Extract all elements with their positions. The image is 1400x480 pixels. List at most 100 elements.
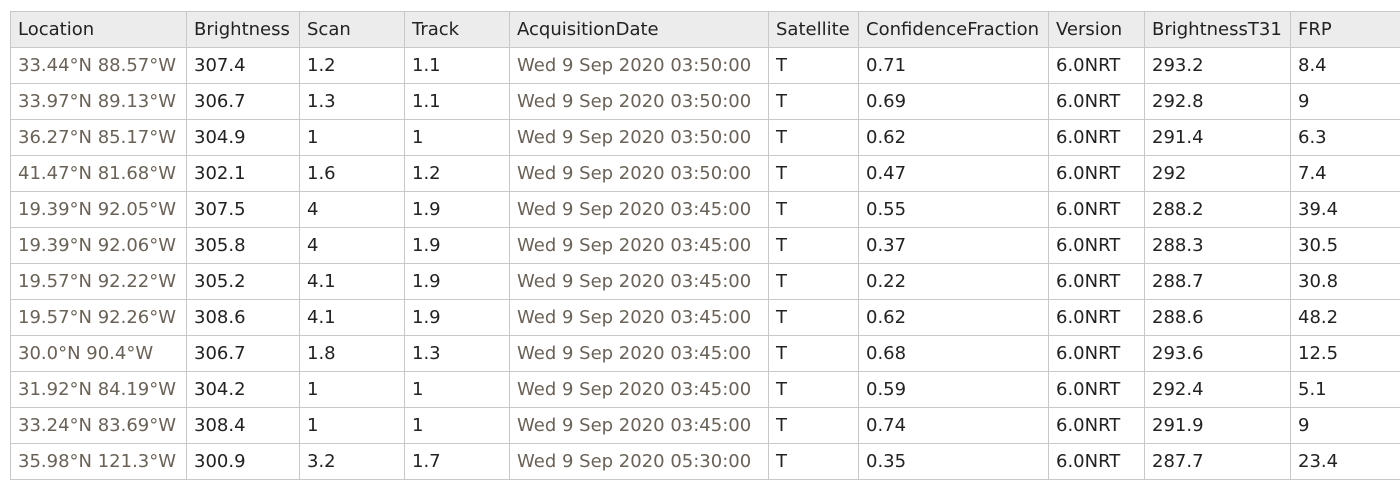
column-header-satellite[interactable]: Satellite [769,12,859,48]
confidence-fraction-cell: 0.62 [859,120,1049,156]
column-header-brightness-t31[interactable]: BrightnessT31 [1145,12,1291,48]
confidence-fraction-cell: 0.55 [859,192,1049,228]
column-header-location[interactable]: Location [11,12,187,48]
version-cell: 6.0NRT [1049,120,1145,156]
frp-cell: 23.4 [1291,444,1400,480]
frp-cell: 6.3 [1291,120,1400,156]
brightness-t31-cell: 291.4 [1145,120,1291,156]
acquisition-date-cell: Wed 9 Sep 2020 03:45:00 [510,408,769,444]
brightness-t31-cell: 288.6 [1145,300,1291,336]
track-cell: 1.2 [405,156,510,192]
track-cell: 1.1 [405,84,510,120]
brightness-cell: 308.6 [187,300,300,336]
track-cell: 1.9 [405,264,510,300]
version-cell: 6.0NRT [1049,84,1145,120]
scan-cell: 1 [300,408,405,444]
location-cell: 36.27°N 85.17°W [11,120,187,156]
satellite-cell: T [769,444,859,480]
brightness-t31-cell: 292.4 [1145,372,1291,408]
acquisition-date-cell: Wed 9 Sep 2020 03:50:00 [510,84,769,120]
scan-cell: 1 [300,120,405,156]
scan-cell: 4 [300,228,405,264]
frp-cell: 39.4 [1291,192,1400,228]
brightness-cell: 307.4 [187,48,300,84]
location-cell: 31.92°N 84.19°W [11,372,187,408]
track-cell: 1.7 [405,444,510,480]
brightness-cell: 302.1 [187,156,300,192]
column-header-brightness[interactable]: Brightness [187,12,300,48]
acquisition-date-cell: Wed 9 Sep 2020 03:45:00 [510,192,769,228]
column-header-scan[interactable]: Scan [300,12,405,48]
version-cell: 6.0NRT [1049,336,1145,372]
satellite-cell: T [769,336,859,372]
brightness-t31-cell: 292 [1145,156,1291,192]
location-cell: 19.57°N 92.26°W [11,300,187,336]
confidence-fraction-cell: 0.59 [859,372,1049,408]
acquisition-date-cell: Wed 9 Sep 2020 03:45:00 [510,336,769,372]
brightness-cell: 304.9 [187,120,300,156]
location-cell: 33.24°N 83.69°W [11,408,187,444]
location-cell: 41.47°N 81.68°W [11,156,187,192]
frp-cell: 48.2 [1291,300,1400,336]
brightness-cell: 305.2 [187,264,300,300]
track-cell: 1.3 [405,336,510,372]
brightness-cell: 306.7 [187,84,300,120]
frp-cell: 5.1 [1291,372,1400,408]
scan-cell: 1.2 [300,48,405,84]
brightness-t31-cell: 291.9 [1145,408,1291,444]
frp-cell: 30.5 [1291,228,1400,264]
column-header-confidence-fraction[interactable]: ConfidenceFraction [859,12,1049,48]
brightness-t31-cell: 288.2 [1145,192,1291,228]
location-cell: 19.39°N 92.06°W [11,228,187,264]
column-header-frp[interactable]: FRP [1291,12,1400,48]
location-cell: 35.98°N 121.3°W [11,444,187,480]
brightness-t31-cell: 287.7 [1145,444,1291,480]
location-cell: 33.97°N 89.13°W [11,84,187,120]
acquisition-date-cell: Wed 9 Sep 2020 03:50:00 [510,156,769,192]
brightness-cell: 300.9 [187,444,300,480]
column-header-version[interactable]: Version [1049,12,1145,48]
brightness-cell: 308.4 [187,408,300,444]
acquisition-date-cell: Wed 9 Sep 2020 03:50:00 [510,48,769,84]
fire-data-table: Location Brightness Scan Track Acquisiti… [10,11,1400,480]
brightness-cell: 304.2 [187,372,300,408]
satellite-cell: T [769,192,859,228]
version-cell: 6.0NRT [1049,192,1145,228]
brightness-cell: 305.8 [187,228,300,264]
column-header-track[interactable]: Track [405,12,510,48]
acquisition-date-cell: Wed 9 Sep 2020 03:50:00 [510,120,769,156]
version-cell: 6.0NRT [1049,264,1145,300]
version-cell: 6.0NRT [1049,300,1145,336]
scan-cell: 1.6 [300,156,405,192]
acquisition-date-cell: Wed 9 Sep 2020 03:45:00 [510,372,769,408]
scan-cell: 4.1 [300,300,405,336]
scan-cell: 1 [300,372,405,408]
satellite-cell: T [769,300,859,336]
confidence-fraction-cell: 0.47 [859,156,1049,192]
confidence-fraction-cell: 0.68 [859,336,1049,372]
track-cell: 1 [405,372,510,408]
table-header-row: Location Brightness Scan Track Acquisiti… [11,12,1400,48]
brightness-t31-cell: 293.2 [1145,48,1291,84]
confidence-fraction-cell: 0.22 [859,264,1049,300]
confidence-fraction-cell: 0.62 [859,300,1049,336]
track-cell: 1.9 [405,192,510,228]
column-header-acquisition-date[interactable]: AcquisitionDate [510,12,769,48]
location-cell: 19.39°N 92.05°W [11,192,187,228]
confidence-fraction-cell: 0.74 [859,408,1049,444]
acquisition-date-cell: Wed 9 Sep 2020 05:30:00 [510,444,769,480]
brightness-t31-cell: 293.6 [1145,336,1291,372]
frp-cell: 9 [1291,84,1400,120]
acquisition-date-cell: Wed 9 Sep 2020 03:45:00 [510,264,769,300]
acquisition-date-cell: Wed 9 Sep 2020 03:45:00 [510,300,769,336]
scan-cell: 4 [300,192,405,228]
